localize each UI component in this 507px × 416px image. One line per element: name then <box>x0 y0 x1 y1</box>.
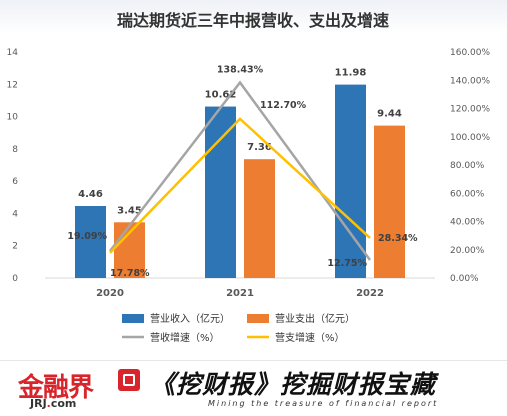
line-data-label: 12.75% <box>327 258 367 269</box>
line-data-label: 17.78% <box>110 268 150 279</box>
bar <box>244 159 275 278</box>
left-axis-tick-label: 10 <box>7 113 19 123</box>
left-axis-tick-label: 6 <box>12 177 18 187</box>
x-axis-tick-label: 2020 <box>96 288 124 299</box>
jrj-logo-icon <box>118 369 140 391</box>
line-data-label: 28.34% <box>378 233 418 244</box>
bar <box>75 206 106 278</box>
chart: 瑞达期货近三年中报营收、支出及增速 0 2 4 6 8 10 12 14 0.00% 20.00… <box>7 11 491 344</box>
chart-title: 瑞达期货近三年中报营收、支出及增速 <box>117 11 389 30</box>
legend-swatch <box>122 314 144 323</box>
legend: 营业收入（亿元） 营业支出（亿元） 营收增速（%） 营支增速（%） <box>122 312 355 344</box>
legend-label: 营收增速（%） <box>150 331 220 344</box>
bar <box>374 125 405 279</box>
bar-data-label: 10.62 <box>205 90 237 101</box>
right-axis-tick-label: 20.00% <box>450 246 485 256</box>
jrj-logo-text: 金融界 <box>18 373 94 403</box>
x-axis-labels: 2020 2021 2022 <box>96 288 384 299</box>
x-axis-tick-label: 2022 <box>356 288 384 299</box>
right-axis-tick-label: 60.00% <box>450 189 485 199</box>
line-data-label: 138.43% <box>217 64 264 75</box>
line-group: 19.09% 138.43% 12.75% 17.78% 112.70% 28.34% <box>67 64 418 278</box>
left-axis-tick-label: 2 <box>12 242 18 252</box>
legend-swatch <box>247 314 269 323</box>
line-data-label: 112.70% <box>260 100 307 111</box>
left-axis-tick-label: 4 <box>12 209 18 219</box>
jrj-logo-domain-dot: . <box>46 397 51 410</box>
bar <box>205 106 236 278</box>
bar-data-label: 7.36 <box>247 142 272 153</box>
footer-banner: 金融界 JRJ.com 《挖财报》挖掘财报宝藏 Mining the treas… <box>0 360 507 416</box>
series-line <box>109 80 372 261</box>
jrj-logo-domain-a: JRJ <box>30 397 47 410</box>
bar-data-label: 4.46 <box>78 189 103 200</box>
x-axis-tick-label: 2021 <box>226 288 254 299</box>
bar-data-label: 3.45 <box>117 205 142 216</box>
jrj-logo-domain-b: com <box>50 397 77 410</box>
line-data-label: 19.09% <box>67 231 107 242</box>
legend-label: 营业支出（亿元） <box>275 312 355 325</box>
legend-label: 营支增速（%） <box>275 331 345 344</box>
right-axis-tick-label: 160.00% <box>450 48 490 58</box>
right-axis-tick-label: 0.00% <box>450 274 479 284</box>
right-axis-tick-label: 120.00% <box>450 105 490 115</box>
right-axis-tick-label: 140.00% <box>450 76 490 86</box>
right-axis-tick-label: 40.00% <box>450 218 485 228</box>
left-axis-tick-label: 14 <box>7 48 19 58</box>
left-axis: 0 2 4 6 8 10 12 14 <box>7 48 19 284</box>
legend-label: 营业收入（亿元） <box>150 312 230 325</box>
left-axis-tick-label: 0 <box>12 274 18 284</box>
left-axis-tick-label: 12 <box>7 80 18 90</box>
right-axis: 0.00% 20.00% 40.00% 60.00% 80.00% 100.00% 120.… <box>450 48 490 284</box>
right-axis-tick-label: 80.00% <box>450 161 485 171</box>
jrj-logo-domain: JRJ.com <box>30 397 76 410</box>
bar-data-label: 9.44 <box>377 109 402 120</box>
brand-tagline: Mining the treasure of financial report <box>208 399 439 408</box>
left-axis-tick-label: 8 <box>12 145 18 155</box>
bar-data-label: 11.98 <box>335 68 367 79</box>
bar-group: 4.46 10.62 11.98 3.45 7.36 9.44 <box>75 68 405 279</box>
right-axis-tick-label: 100.00% <box>450 133 490 143</box>
series-line <box>109 117 371 254</box>
brand-title: 《挖财报》挖掘财报宝藏 <box>150 370 437 399</box>
